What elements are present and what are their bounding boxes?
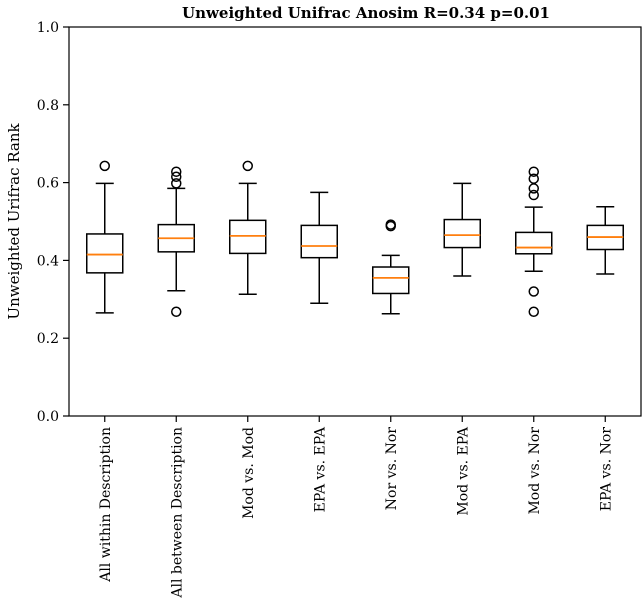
outlier-point (171, 306, 182, 317)
x-tick-label: Nor vs. Nor (384, 427, 400, 510)
outlier-point (99, 160, 110, 172)
y-tick-label: 0.4 (37, 253, 59, 269)
y-tick-label: 0.6 (37, 176, 59, 192)
x-tick-label: EPA vs. Nor (598, 427, 614, 512)
plot-frame (68, 26, 642, 417)
x-tick-label: Mod vs. EPA (455, 426, 471, 516)
x-tick-label: EPA vs. EPA (312, 426, 328, 512)
outlier-point (171, 166, 182, 177)
x-tick-label: Mod vs. Mod (241, 427, 257, 519)
x-tick-label: Mod vs. Nor (527, 427, 543, 515)
box-iqr (86, 233, 124, 274)
outlier-point (528, 286, 539, 297)
outlier-point (528, 189, 539, 201)
box-iqr (372, 266, 410, 295)
y-tick-label: 0.2 (37, 331, 59, 347)
outlier-point (528, 183, 539, 194)
outlier-point (242, 160, 253, 172)
x-tick-label: All within Description (98, 427, 114, 583)
box-iqr (229, 219, 267, 255)
box-iqr (515, 231, 553, 255)
outlier-point (528, 166, 539, 177)
chart-title: Unweighted Unifrac Anosim R=0.34 p=0.01 (182, 4, 550, 22)
y-tick-label: 1.0 (37, 20, 59, 36)
x-tick-label: All between Description (169, 427, 185, 599)
outlier-point (385, 219, 396, 230)
plot-area: 0.0 0.2 0.4 0.6 0.8 1.0 All within Description… (37, 20, 642, 599)
outlier-point (171, 178, 182, 189)
box-iqr (300, 224, 338, 259)
box-iqr (443, 218, 481, 249)
y-axis-label: Unweighted Urifrac Rank (5, 123, 23, 320)
outlier-point (528, 173, 539, 184)
y-tick-label: 0.0 (37, 409, 59, 425)
y-tick-label: 0.8 (37, 98, 59, 114)
outlier-point (171, 171, 182, 183)
outlier-point (528, 306, 539, 317)
